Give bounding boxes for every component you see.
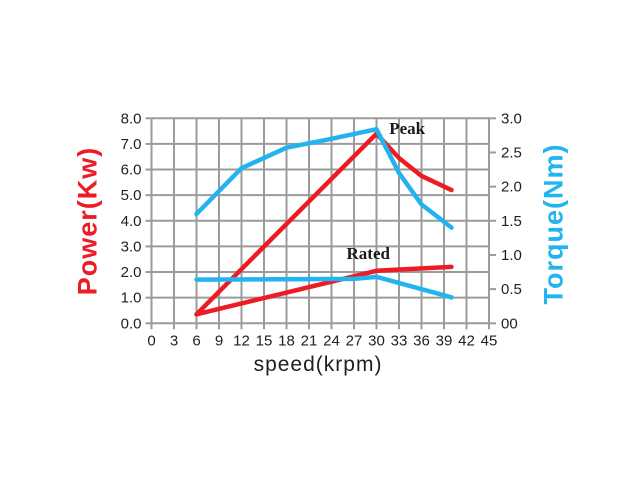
series-peak-torque (194, 126, 454, 230)
x-tick-label: 36 (413, 332, 430, 349)
x-axis-title: speed(krpm) (253, 353, 383, 376)
x-tick-label: 6 (192, 332, 200, 349)
x-tick-label: 12 (233, 332, 250, 349)
left-tick-label: 0.0 (121, 315, 142, 332)
right-tick-label: 0.5 (501, 281, 522, 298)
left-tick-label: 7.0 (121, 136, 142, 153)
left-axis-title: Power(Kw) (72, 146, 103, 296)
left-tick-label: 4.0 (121, 213, 142, 230)
series-rated-power (194, 264, 454, 317)
x-tick-label: 3 (170, 332, 178, 349)
series-peak-power (194, 131, 454, 317)
annotation-rated: Rated (346, 244, 390, 264)
left-tick-label: 6.0 (121, 162, 142, 179)
x-tick-label: 45 (481, 332, 498, 349)
left-tick-label: 5.0 (121, 187, 142, 204)
x-tick-label: 33 (391, 332, 408, 349)
series-rated-torque (194, 274, 454, 300)
x-tick-label: 30 (368, 332, 385, 349)
right-axis-title: Torque(Nm) (538, 143, 569, 305)
x-tick-label: 24 (323, 332, 340, 349)
right-tick-label: 00 (501, 315, 518, 332)
right-tick-label: 2.5 (501, 144, 522, 161)
x-tick-label: 27 (346, 332, 363, 349)
left-tick-label: 2.0 (121, 264, 142, 281)
x-tick-label: 39 (436, 332, 453, 349)
right-tick-label: 1.0 (501, 247, 522, 264)
right-tick-label: 1.5 (501, 213, 522, 230)
x-tick-label: 42 (458, 332, 475, 349)
x-tick-label: 21 (301, 332, 318, 349)
left-tick-label: 8.0 (121, 110, 142, 127)
x-tick-label: 18 (278, 332, 295, 349)
right-tick-label: 3.0 (501, 110, 522, 127)
x-tick-label: 0 (147, 332, 155, 349)
x-tick-label: 9 (215, 332, 223, 349)
x-tick-label: 15 (256, 332, 273, 349)
right-tick-label: 2.0 (501, 179, 522, 196)
left-tick-label: 3.0 (121, 238, 142, 255)
left-tick-label: 1.0 (121, 290, 142, 307)
annotation-peak: Peak (389, 118, 426, 138)
